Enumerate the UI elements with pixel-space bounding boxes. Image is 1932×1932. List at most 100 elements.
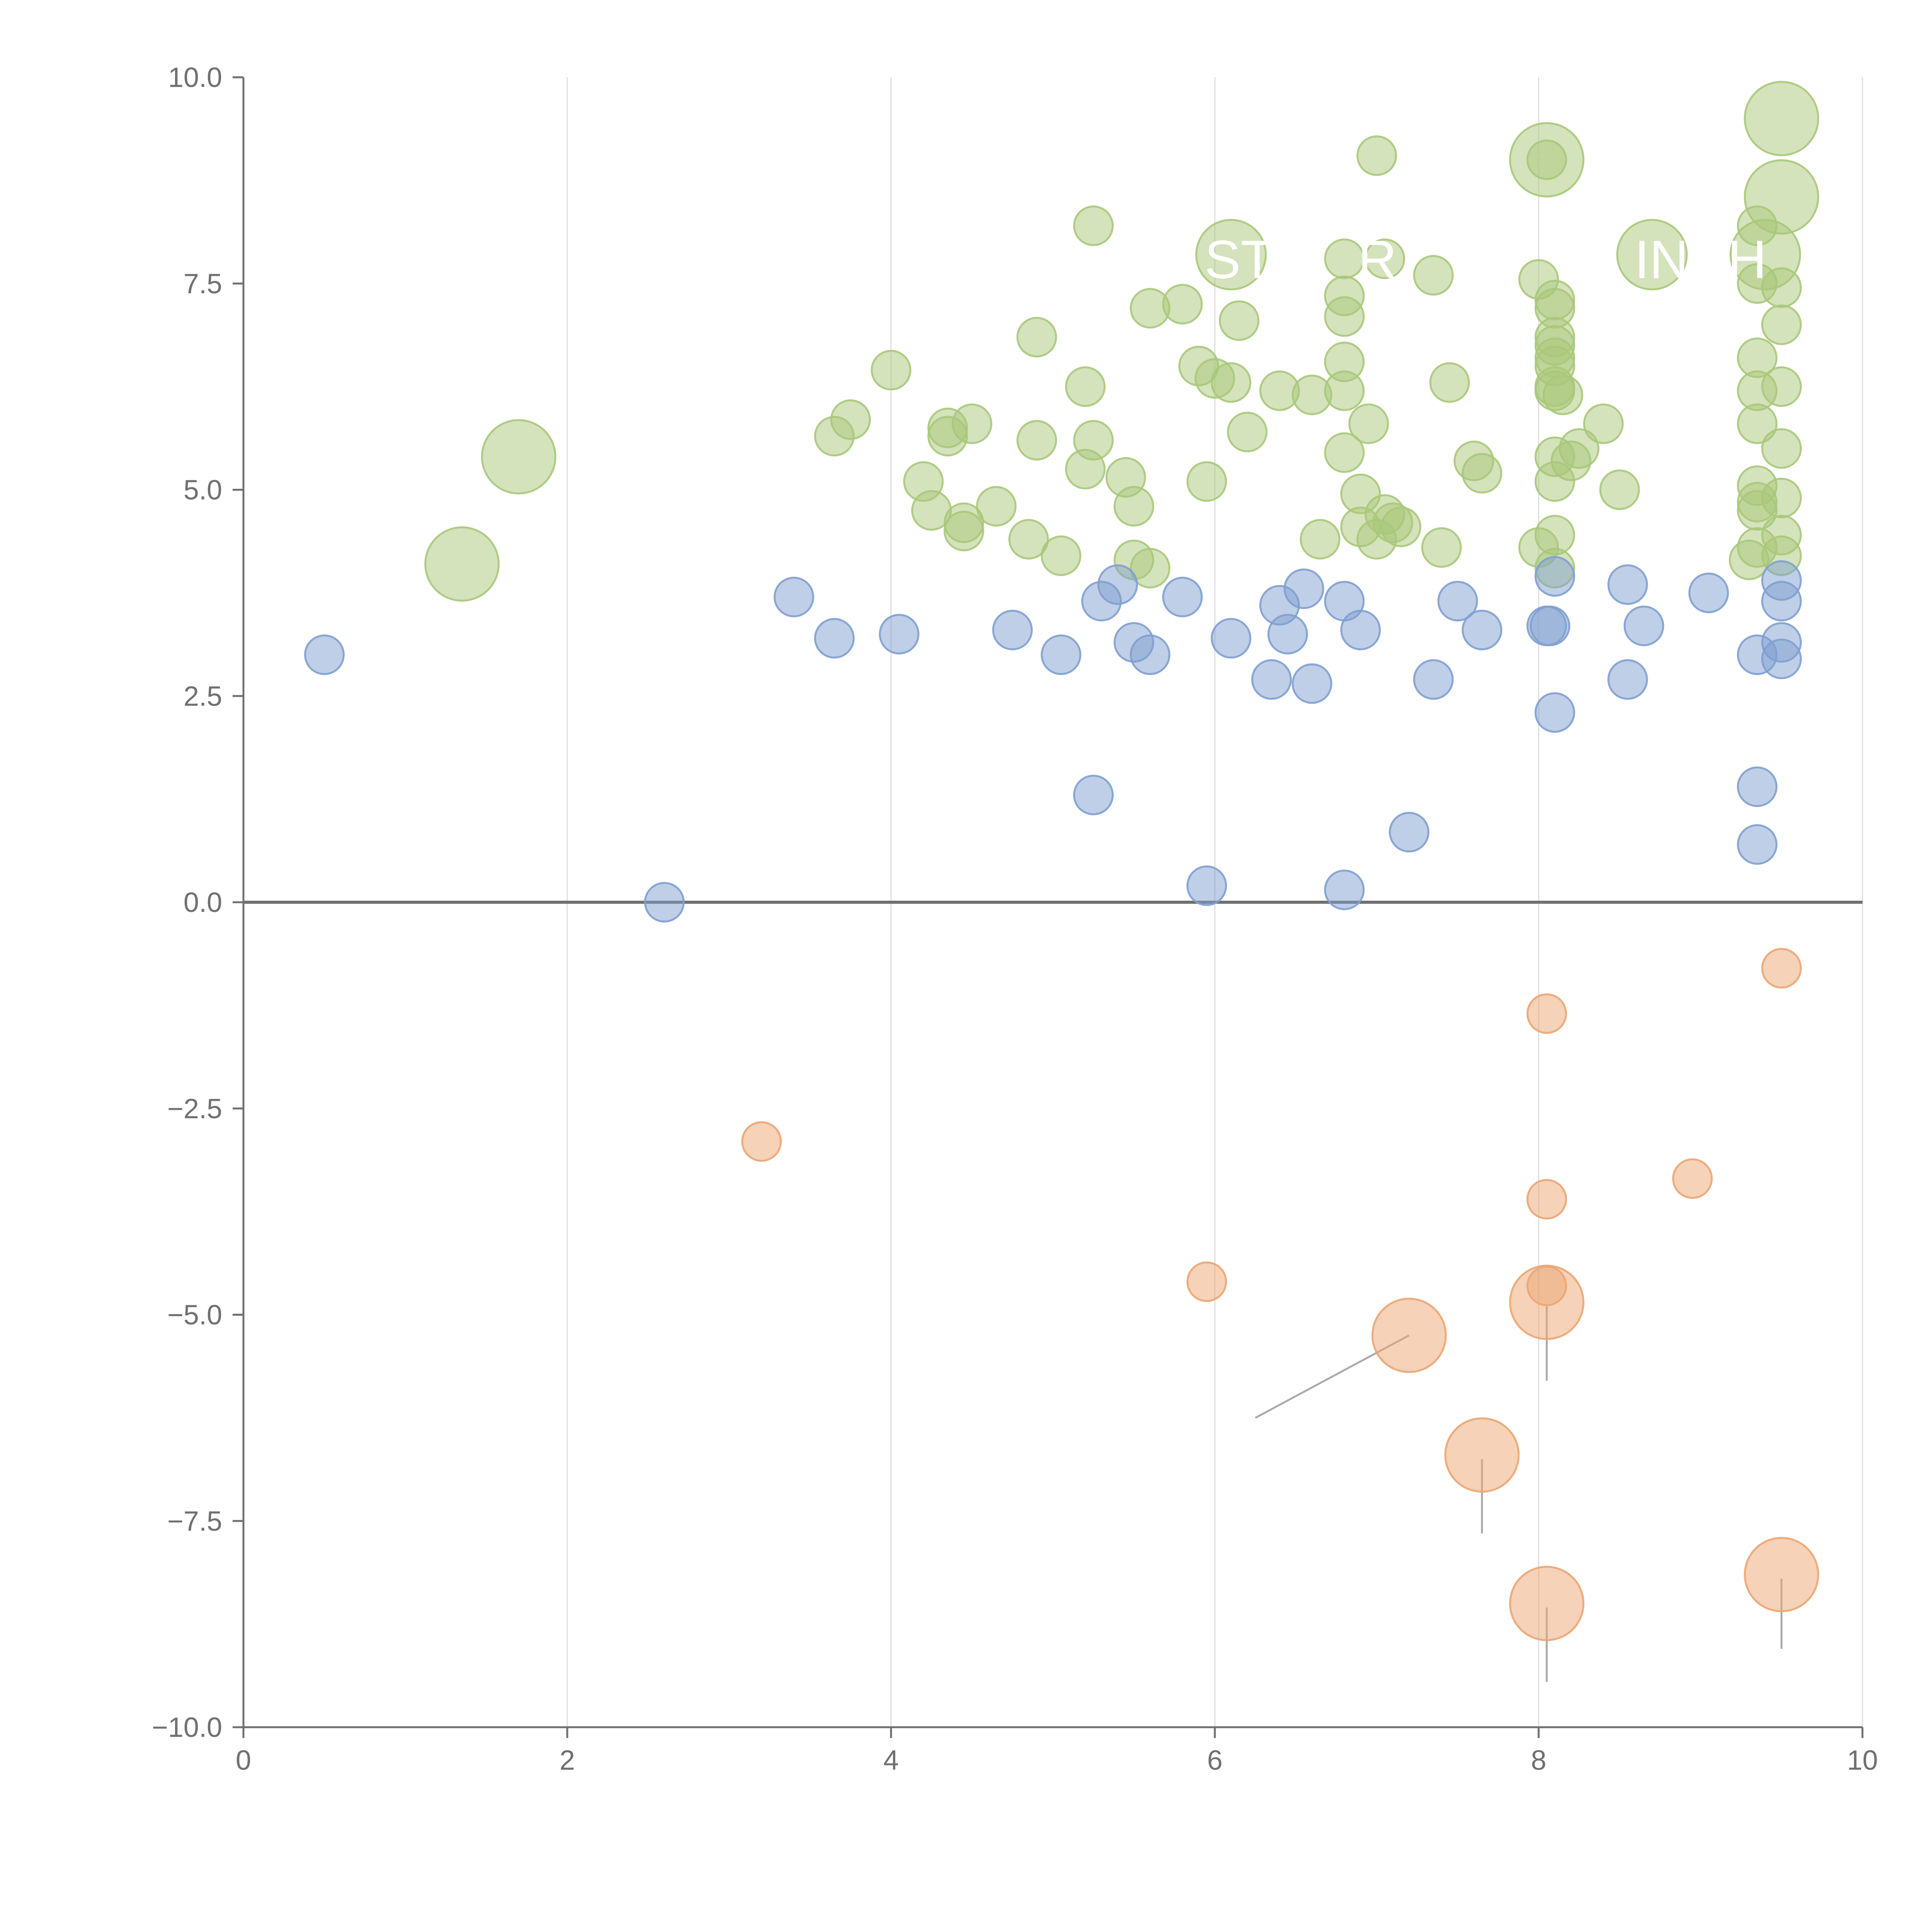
blue-point <box>304 634 345 675</box>
blue-point <box>1129 634 1170 675</box>
green-point <box>481 419 556 495</box>
green-point <box>1761 366 1802 407</box>
blue-point <box>644 882 685 923</box>
green-point <box>1356 135 1397 176</box>
green-point <box>1324 432 1365 473</box>
tick-marks: 0 2 4 6 8 10 −10.0 −7.5 −5.0 −2.5 0.0 2.5 5.0 7.5 10.0 <box>152 62 1878 1776</box>
orange-point <box>1186 1261 1227 1302</box>
green-point <box>1299 519 1340 560</box>
blue-point <box>879 614 920 655</box>
blue-point <box>1267 614 1308 655</box>
green-point <box>1543 374 1583 415</box>
blue-point <box>1097 564 1138 605</box>
green-point <box>1065 366 1106 407</box>
green-point <box>1219 300 1260 341</box>
x-tick-label: 4 <box>883 1745 899 1776</box>
green-point <box>1195 219 1267 291</box>
y-tick-label: −10.0 <box>152 1712 222 1743</box>
green-point <box>1737 205 1778 246</box>
blue-point <box>1324 869 1365 910</box>
green-point <box>1599 469 1640 510</box>
green-point <box>1616 219 1688 291</box>
blue-point <box>1389 812 1430 853</box>
green-point <box>1583 403 1624 444</box>
green-point <box>1761 304 1802 345</box>
blue-point <box>1186 865 1227 906</box>
green-point <box>952 403 992 444</box>
green-point <box>1227 412 1268 452</box>
green-point <box>1016 420 1057 461</box>
y-tick-label: −7.5 <box>167 1506 222 1537</box>
green-point <box>1348 403 1389 444</box>
orange-point <box>1444 1417 1520 1493</box>
green-point <box>1162 284 1203 325</box>
blue-point <box>1607 564 1648 605</box>
y-tick-label: 2.5 <box>184 681 222 712</box>
green-point <box>871 350 912 391</box>
blue-point <box>1461 609 1502 650</box>
green-point <box>976 486 1017 527</box>
blue-point <box>1283 568 1324 609</box>
orange-point <box>1371 1298 1447 1373</box>
y-tick-label: 0.0 <box>184 887 222 918</box>
green-point <box>1041 535 1082 576</box>
blue-point <box>1737 824 1778 865</box>
annotations: ST R. INCH <box>1204 229 1767 290</box>
green-point <box>1186 461 1227 502</box>
blue-point <box>1534 692 1575 733</box>
x-tick-label: 2 <box>560 1745 575 1776</box>
blue-point <box>1761 581 1802 622</box>
orange-point <box>1526 1265 1567 1306</box>
green-point <box>1211 362 1252 403</box>
green-point <box>1381 507 1422 548</box>
green-point <box>1761 478 1802 519</box>
blue-point <box>774 577 815 617</box>
blue-point <box>992 609 1033 650</box>
green-point <box>1559 428 1600 469</box>
green-point <box>1761 428 1802 469</box>
green-point <box>1461 453 1502 494</box>
green-point <box>1737 403 1778 444</box>
orange-point <box>741 1121 782 1162</box>
blue-point <box>1162 577 1203 617</box>
blue-point <box>1041 634 1082 675</box>
green-point <box>1429 362 1470 403</box>
y-tick-label: 5.0 <box>184 475 222 506</box>
annotation-label: R. <box>1358 229 1412 290</box>
blue-point <box>1413 659 1454 700</box>
blue-point <box>1211 618 1252 659</box>
orange-point <box>1526 993 1567 1034</box>
y-tick-label: −5.0 <box>167 1300 222 1331</box>
green-point <box>1016 317 1057 358</box>
green-point <box>1364 238 1405 279</box>
x-tick-label: 6 <box>1207 1745 1223 1776</box>
blue-point <box>1437 581 1478 622</box>
blue-point <box>1688 572 1729 613</box>
y-tick-label: 7.5 <box>184 269 222 299</box>
blue-point <box>1761 638 1802 679</box>
green-point <box>1413 255 1454 296</box>
orange-point <box>1744 1537 1819 1612</box>
green-point <box>1526 139 1567 180</box>
blue-point <box>1073 774 1114 815</box>
green-point <box>1324 296 1365 337</box>
blue-point <box>1623 605 1664 646</box>
annotation-label: INCH <box>1634 229 1767 290</box>
green-point <box>944 510 985 551</box>
blue-point <box>1607 659 1648 700</box>
orange-point <box>1526 1179 1567 1220</box>
blue-point <box>1534 556 1575 597</box>
blue-point <box>1251 659 1292 700</box>
green-point <box>424 526 500 602</box>
blue-point <box>814 618 855 659</box>
data-points <box>304 81 1819 1641</box>
orange-point <box>1672 1158 1713 1199</box>
green-point <box>1073 205 1114 246</box>
green-point <box>830 399 871 440</box>
blue-point <box>1529 605 1570 646</box>
green-point <box>1114 486 1154 527</box>
x-tick-label: 8 <box>1531 1745 1546 1776</box>
orange-point <box>1761 948 1802 989</box>
green-point <box>1761 267 1802 308</box>
